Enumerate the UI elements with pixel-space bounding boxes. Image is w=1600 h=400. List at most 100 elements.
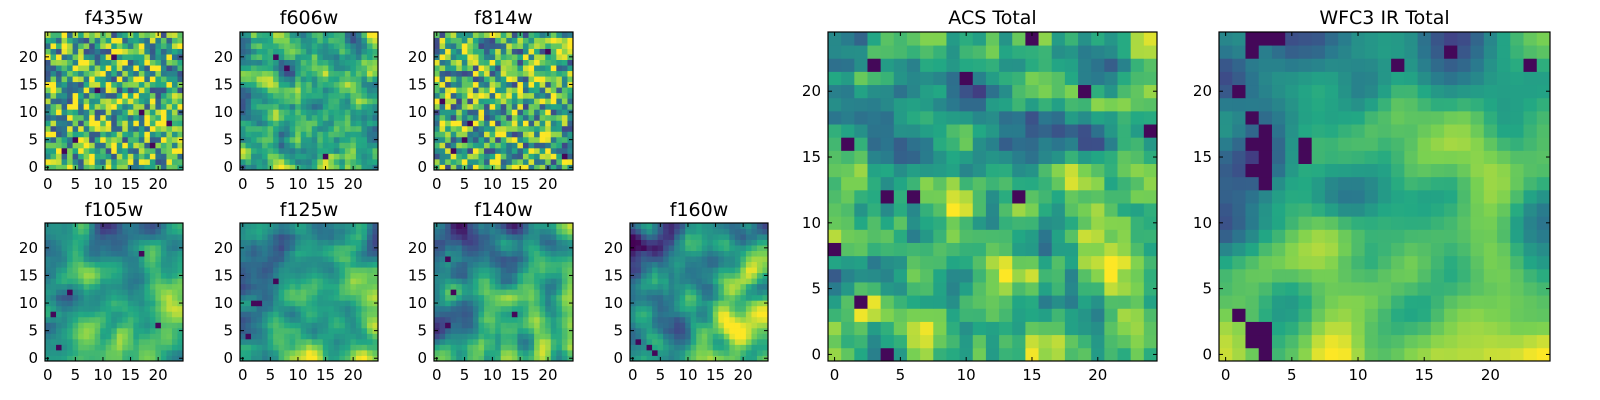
heatmap-cell bbox=[355, 37, 362, 44]
heatmap-cell bbox=[472, 289, 479, 296]
heatmap-cell bbox=[89, 234, 96, 240]
heatmap-cell bbox=[906, 321, 921, 336]
heatmap-cell bbox=[295, 300, 302, 307]
heatmap-cell bbox=[267, 338, 274, 345]
heatmap-cell bbox=[506, 283, 513, 290]
heatmap-cell bbox=[933, 203, 947, 217]
heatmap-cell bbox=[561, 239, 568, 246]
heatmap-cell bbox=[539, 59, 546, 66]
heatmap-cell bbox=[256, 109, 263, 116]
heatmap-cell bbox=[83, 142, 90, 149]
heatmap-cell bbox=[506, 59, 513, 66]
heatmap-cell bbox=[920, 203, 934, 217]
heatmap-cell bbox=[545, 228, 552, 235]
heatmap-cell bbox=[56, 338, 62, 345]
heatmap-cell bbox=[361, 300, 368, 307]
heatmap-cell bbox=[149, 278, 156, 285]
heatmap-cell bbox=[461, 120, 468, 127]
heatmap-cell bbox=[289, 261, 296, 268]
heatmap-cell bbox=[567, 283, 574, 290]
heatmap-cell bbox=[461, 54, 468, 60]
heatmap-cell bbox=[522, 344, 529, 351]
heatmap-cell bbox=[372, 98, 379, 105]
heatmap-cell bbox=[138, 164, 145, 171]
heatmap-cell bbox=[646, 294, 653, 301]
heatmap-cell bbox=[149, 92, 156, 99]
heatmap-cell bbox=[1012, 163, 1026, 178]
heatmap-cell bbox=[256, 300, 263, 307]
heatmap-cell bbox=[122, 278, 129, 285]
heatmap-cell bbox=[880, 150, 895, 164]
heatmap-cell bbox=[959, 216, 974, 230]
heatmap-cell bbox=[920, 268, 934, 283]
heatmap-cell bbox=[880, 321, 895, 336]
heatmap-cell bbox=[445, 54, 452, 60]
heatmap-cell bbox=[511, 131, 518, 138]
heatmap-cell bbox=[920, 176, 934, 191]
heatmap-cell bbox=[511, 355, 518, 362]
heatmap-cell bbox=[841, 347, 855, 362]
heatmap-cell bbox=[528, 250, 535, 257]
heatmap-cell bbox=[439, 114, 446, 121]
x-tick-label: 20 bbox=[344, 175, 363, 193]
heatmap-cell bbox=[762, 256, 769, 263]
heatmap-cell bbox=[751, 228, 758, 235]
heatmap-cell bbox=[500, 349, 507, 356]
heatmap-cell bbox=[138, 87, 145, 94]
heatmap-cell bbox=[295, 131, 302, 138]
heatmap-cell bbox=[495, 239, 502, 246]
heatmap-cell bbox=[439, 70, 446, 77]
heatmap-cell bbox=[828, 282, 842, 296]
heatmap-cell bbox=[306, 311, 313, 318]
heatmap-cell bbox=[646, 333, 653, 340]
heatmap-cell bbox=[841, 242, 855, 257]
heatmap-cell bbox=[100, 131, 107, 138]
heatmap-cell bbox=[105, 98, 112, 105]
heatmap-cell bbox=[652, 256, 658, 263]
heatmap-cell bbox=[489, 37, 496, 44]
heatmap-cell bbox=[138, 327, 145, 334]
heatmap-cell bbox=[718, 223, 725, 229]
heatmap-cell bbox=[545, 316, 552, 323]
heatmap-cell bbox=[740, 344, 747, 351]
heatmap-cell bbox=[317, 349, 324, 356]
heatmap-cell bbox=[740, 305, 747, 312]
heatmap-cell bbox=[456, 256, 463, 263]
heatmap-cell bbox=[729, 278, 736, 285]
heatmap-cell bbox=[45, 103, 51, 110]
heatmap-cell bbox=[556, 120, 563, 127]
heatmap-cell bbox=[171, 344, 178, 351]
y-tick-label: 5 bbox=[223, 131, 233, 149]
heatmap-cell bbox=[122, 76, 129, 83]
heatmap-cell bbox=[528, 333, 535, 340]
heatmap-cell bbox=[450, 54, 457, 60]
heatmap-cell bbox=[251, 250, 257, 257]
heatmap-cell bbox=[478, 131, 485, 138]
heatmap-cell bbox=[284, 239, 291, 246]
heatmap-cell bbox=[322, 65, 329, 72]
heatmap-cell bbox=[262, 142, 268, 149]
heatmap-cell bbox=[273, 109, 280, 116]
heatmap-cell bbox=[72, 305, 79, 312]
heatmap-cell bbox=[328, 109, 335, 116]
heatmap-cell bbox=[690, 311, 697, 318]
heatmap-cell bbox=[50, 164, 57, 171]
heatmap-cell bbox=[240, 322, 246, 329]
heatmap-cell bbox=[149, 158, 156, 165]
heatmap-cell bbox=[45, 333, 51, 340]
heatmap-cell bbox=[556, 54, 563, 60]
heatmap-cell bbox=[1091, 189, 1105, 204]
heatmap-cell bbox=[467, 65, 474, 72]
heatmap-cell bbox=[679, 267, 686, 274]
heatmap-cell bbox=[322, 338, 329, 345]
heatmap-cell bbox=[171, 65, 178, 72]
heatmap-cell bbox=[144, 43, 151, 49]
heatmap-cell bbox=[500, 131, 507, 138]
heatmap-cell bbox=[89, 223, 96, 229]
heatmap-cell bbox=[635, 289, 642, 296]
heatmap-cell bbox=[1051, 242, 1066, 257]
heatmap-cell bbox=[89, 316, 96, 323]
heatmap-cell bbox=[267, 234, 274, 240]
heatmap-cell bbox=[635, 300, 642, 307]
heatmap-cell bbox=[1117, 216, 1132, 230]
